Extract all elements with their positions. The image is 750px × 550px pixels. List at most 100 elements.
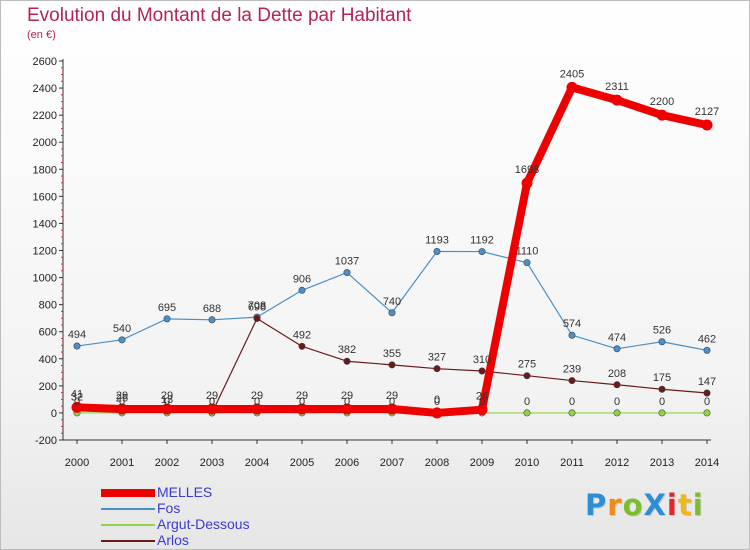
data-point (208, 316, 216, 324)
logo-letter: P (585, 488, 608, 522)
data-point (253, 314, 261, 322)
data-label: 1110 (516, 246, 539, 258)
data-point (343, 357, 351, 365)
data-label: 29 (296, 390, 308, 402)
legend-label-fos: Fos (157, 500, 181, 516)
logo-letter: r (607, 488, 623, 522)
data-point (611, 94, 623, 106)
data-label: 29 (206, 390, 218, 402)
x-tick-label: 2000 (65, 457, 89, 469)
data-point (298, 286, 306, 294)
data-label: 0 (704, 396, 710, 408)
y-tick-label: 1400 (33, 218, 57, 230)
data-label: 32 (71, 392, 83, 404)
data-label: 740 (383, 296, 401, 308)
data-label: 25 (116, 393, 128, 405)
chart-subtitle: (en €) (27, 29, 56, 41)
data-label: 2311 (605, 81, 629, 93)
x-tick-label: 2005 (290, 457, 314, 469)
data-label: 0 (254, 396, 260, 408)
data-label: 0 (659, 396, 665, 408)
logo-letter: X (643, 488, 667, 522)
data-label: 29 (386, 390, 398, 402)
y-tick-label: 400 (39, 354, 57, 366)
data-label: 41 (71, 388, 83, 400)
x-tick-label: 2014 (695, 457, 719, 469)
x-tick-label: 2002 (155, 457, 179, 469)
data-label: 698 (248, 301, 266, 313)
data-point (116, 403, 128, 415)
data-point (163, 315, 171, 323)
legend-swatch-melles (101, 489, 155, 497)
data-point (251, 403, 263, 415)
data-point (658, 409, 666, 417)
y-tick-label: 2200 (33, 110, 57, 122)
data-label: 526 (653, 325, 671, 337)
data-label: 0 (479, 396, 485, 408)
x-tick-label: 2008 (425, 457, 449, 469)
data-label: 2127 (695, 106, 719, 118)
x-tick-label: 2010 (515, 457, 539, 469)
data-point (433, 247, 441, 255)
data-label: 574 (563, 318, 581, 330)
data-label: 1698 (515, 164, 539, 176)
legend-swatch-argut-dessous (101, 524, 155, 526)
data-point (568, 331, 576, 339)
data-label: 474 (608, 332, 626, 344)
data-point (161, 403, 173, 415)
data-point (523, 372, 531, 380)
data-point (476, 404, 488, 416)
data-point (703, 409, 711, 417)
y-tick-label: 1000 (33, 273, 57, 285)
data-label: 708 (248, 300, 266, 312)
data-point (703, 346, 711, 354)
data-point (568, 409, 576, 417)
x-tick-label: 2003 (200, 457, 224, 469)
x-tick-label: 2009 (470, 457, 494, 469)
y-tick-label: 800 (39, 300, 57, 312)
data-label: 0 (524, 396, 530, 408)
data-point (118, 336, 126, 344)
data-point (658, 385, 666, 393)
data-label: 906 (293, 273, 311, 285)
legend-swatch-arlos (101, 540, 155, 542)
data-point (341, 403, 353, 415)
data-label: 0 (344, 396, 350, 408)
data-label: 0 (209, 396, 215, 408)
data-point (431, 407, 443, 419)
data-label: 239 (563, 364, 581, 376)
data-label: 175 (653, 372, 671, 384)
data-label: 0 (74, 396, 80, 408)
x-tick-label: 2006 (335, 457, 359, 469)
data-point (566, 81, 578, 93)
logo-letter: o (622, 488, 644, 522)
x-tick-label: 2013 (650, 457, 674, 469)
data-label: 2200 (650, 96, 674, 108)
y-tick-label: 200 (39, 381, 57, 393)
x-tick-label: 2007 (380, 457, 404, 469)
data-point (521, 177, 533, 189)
legend-label-arlos: Arlos (157, 532, 189, 548)
y-tick-label: 0 (51, 408, 57, 420)
logo-letter: i (692, 488, 704, 522)
data-point (206, 403, 218, 415)
y-tick-label: -200 (35, 435, 57, 447)
data-label: 327 (428, 352, 446, 364)
data-point (701, 119, 713, 131)
y-tick-label: 2400 (33, 83, 57, 95)
data-point (478, 367, 486, 375)
x-tick-label: 2004 (245, 457, 269, 469)
x-tick-label: 2001 (110, 457, 134, 469)
data-point (613, 409, 621, 417)
data-point (73, 342, 81, 350)
logo-letter: i (666, 488, 678, 522)
y-tick-label: 2600 (33, 56, 57, 68)
x-tick-label: 2012 (605, 457, 629, 469)
data-label: 0 (434, 394, 440, 406)
legend-swatch-fos (101, 508, 155, 510)
data-label: 0 (164, 396, 170, 408)
data-point (298, 342, 306, 350)
data-label: 0 (299, 396, 305, 408)
data-label: 29 (116, 390, 128, 402)
